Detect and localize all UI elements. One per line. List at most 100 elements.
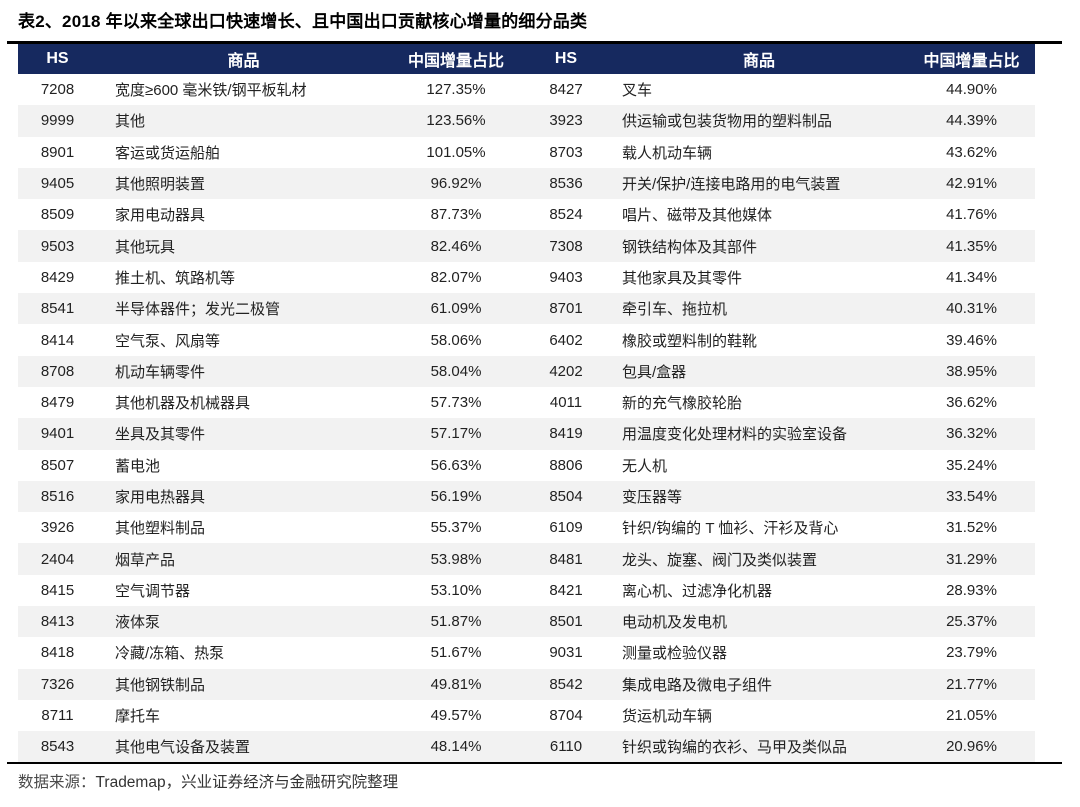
china-share-cell: 51.67%	[430, 644, 482, 662]
table-row: 9503 其他玩具 82.46% 7308 钢铁结构体及其部件 41.35%	[18, 230, 1035, 262]
table-title: 表2、2018 年以来全球出口快速增长、且中国出口贡献核心增量的细分品类	[18, 12, 588, 31]
product-name-cell: 牵引车、拖拉机	[622, 301, 728, 319]
hs-code-cell: 8415	[40, 581, 75, 599]
hs-code-cell: 8701	[549, 300, 583, 318]
hs-code-cell: 7308	[549, 237, 583, 255]
china-share-cell: 82.46%	[430, 237, 482, 255]
product-name-cell: 用温度变化处理材料的实验室设备	[622, 426, 848, 444]
china-share-cell: 23.79%	[946, 644, 997, 662]
hs-code-cell: 8501	[549, 613, 583, 631]
hs-code-cell: 4202	[549, 362, 583, 380]
product-name-cell: 供运输或包装货物用的塑料制品	[622, 113, 833, 131]
china-share-cell: 51.87%	[430, 613, 482, 631]
china-share-cell: 82.07%	[430, 268, 482, 286]
china-share-cell: 42.91%	[946, 175, 997, 193]
product-name-cell: 机动车辆零件	[115, 363, 206, 381]
hs-code-cell: 8524	[549, 206, 583, 224]
product-name-cell: 叉车	[622, 82, 653, 100]
table-top-border	[7, 41, 1062, 44]
col-header-product-left: 商品	[97, 44, 390, 74]
china-share-cell: 25.37%	[946, 613, 997, 631]
table-row: 9405 其他照明装置 96.92% 8536 开关/保护/连接电路用的电气装置 42.9…	[18, 167, 1035, 200]
china-share-cell: 53.98%	[430, 550, 482, 568]
product-name-cell: 其他机器及机械器具	[115, 395, 251, 413]
hs-code-cell: 2404	[40, 550, 75, 568]
hs-code-cell: 3926	[40, 519, 75, 537]
china-share-cell: 57.73%	[430, 394, 482, 412]
hs-code-cell: 8479	[40, 394, 75, 412]
col-header-hs-left: HS	[18, 44, 97, 74]
table-row: 8414 空气泵、风扇等 58.06% 6402 橡胶或塑料制的鞋靴 39.46%	[18, 324, 1035, 355]
hs-code-cell: 8704	[549, 707, 583, 725]
table-header: HS 商品 中国增量占比 HS 商品 中国增量占比	[18, 44, 1035, 74]
hs-code-cell: 9405	[40, 175, 75, 193]
product-name-cell: 针织或钩编的衣衫、马甲及类似品	[622, 739, 848, 757]
hs-code-cell: 8542	[549, 675, 583, 693]
product-name-cell: 液体泵	[115, 614, 161, 632]
china-share-cell: 35.24%	[946, 456, 997, 474]
product-name-cell: 其他家具及其零件	[622, 269, 743, 287]
hs-code-cell: 9031	[549, 644, 583, 662]
hs-code-cell: 8543	[40, 738, 75, 756]
hs-code-cell: 8901	[40, 143, 75, 161]
hs-code-cell: 8507	[40, 456, 75, 474]
hs-code-cell: 7326	[40, 675, 75, 693]
hs-code-cell: 8516	[40, 488, 75, 505]
product-name-cell: 坐具及其零件	[115, 426, 206, 444]
hs-code-cell: 8708	[40, 362, 75, 380]
table-row: 3926 其他塑料制品 55.37% 6109 针织/钩编的 T 恤衫、汗衫及背心 31.…	[18, 512, 1035, 543]
hs-code-cell: 8421	[549, 581, 583, 599]
product-name-cell: 其他玩具	[115, 238, 176, 256]
product-name-cell: 离心机、过滤净化机器	[622, 582, 773, 600]
hs-code-cell: 8414	[40, 331, 75, 349]
product-name-cell: 家用电热器具	[115, 489, 206, 506]
product-name-cell: 客运或货运船舶	[115, 144, 221, 162]
product-name-cell: 其他电气设备及装置	[115, 739, 251, 757]
china-share-cell: 48.14%	[430, 738, 482, 756]
col-header-product-right: 商品	[610, 44, 908, 74]
hs-code-cell: 8541	[40, 300, 75, 318]
table-row: 8711 摩托车 49.57% 8704 货运机动车辆 21.05%	[18, 700, 1035, 731]
china-share-cell: 31.52%	[946, 519, 997, 537]
china-share-cell: 36.62%	[946, 394, 997, 412]
china-share-cell: 127.35%	[426, 81, 486, 99]
table-row: 2404 烟草产品 53.98% 8481 龙头、旋塞、阀门及类似装置 31.29%	[18, 543, 1035, 575]
china-share-cell: 56.63%	[430, 456, 482, 474]
hs-code-cell: 8509	[40, 206, 75, 224]
hs-code-cell: 9401	[40, 425, 75, 443]
hs-code-cell: 8419	[549, 425, 583, 443]
china-share-cell: 53.10%	[430, 581, 482, 599]
product-name-cell: 载人机动车辆	[622, 144, 713, 162]
product-name-cell: 家用电动器具	[115, 207, 206, 225]
hs-code-cell: 8711	[41, 707, 74, 725]
china-share-cell: 44.39%	[946, 112, 997, 130]
hs-code-cell: 6110	[549, 738, 583, 756]
product-name-cell: 开关/保护/连接电路用的电气装置	[622, 176, 841, 194]
hs-code-cell: 3923	[549, 112, 583, 130]
data-source-note: 数据来源：Trademap，兴业证券经济与金融研究院整理	[18, 770, 398, 792]
product-name-cell: 冷藏/冻箱、热泵	[115, 645, 225, 663]
product-name-cell: 其他塑料制品	[115, 520, 206, 538]
table-bottom-border	[7, 762, 1062, 764]
product-name-cell: 烟草产品	[115, 551, 176, 569]
product-name-cell: 摩托车	[115, 708, 161, 726]
china-share-cell: 21.77%	[946, 675, 997, 693]
product-name-cell: 半导体器件；发光二极管	[115, 301, 281, 319]
table-row: 8541 半导体器件；发光二极管 61.09% 8701 牵引车、拖拉机 40.31%	[18, 293, 1035, 325]
product-name-cell: 电动机及发电机	[622, 614, 728, 632]
china-share-cell: 101.05%	[426, 143, 486, 161]
china-share-cell: 21.05%	[946, 707, 997, 725]
china-share-cell: 31.29%	[946, 550, 997, 568]
product-name-cell: 推土机、筑路机等	[115, 269, 236, 287]
hs-code-cell: 8429	[40, 268, 75, 286]
china-share-cell: 44.90%	[946, 81, 997, 99]
china-share-cell: 41.35%	[946, 237, 997, 255]
china-share-cell: 28.93%	[946, 581, 997, 599]
col-header-share-right: 中国增量占比	[908, 44, 1035, 74]
china-share-cell: 40.31%	[946, 300, 997, 318]
data-table: HS 商品 中国增量占比 HS 商品 中国增量占比 7208 宽度≥600 毫米铁…	[18, 44, 1035, 763]
data-source-text: Trademap，兴业证券经济与金融研究院整理	[95, 774, 399, 791]
product-name-cell: 其他钢铁制品	[115, 676, 206, 694]
data-source-label: 数据来源：	[18, 774, 96, 791]
